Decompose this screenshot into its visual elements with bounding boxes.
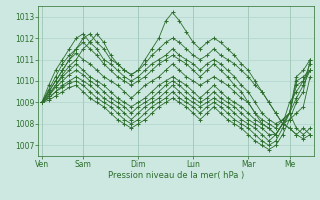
X-axis label: Pression niveau de la mer( hPa ): Pression niveau de la mer( hPa ): [108, 171, 244, 180]
